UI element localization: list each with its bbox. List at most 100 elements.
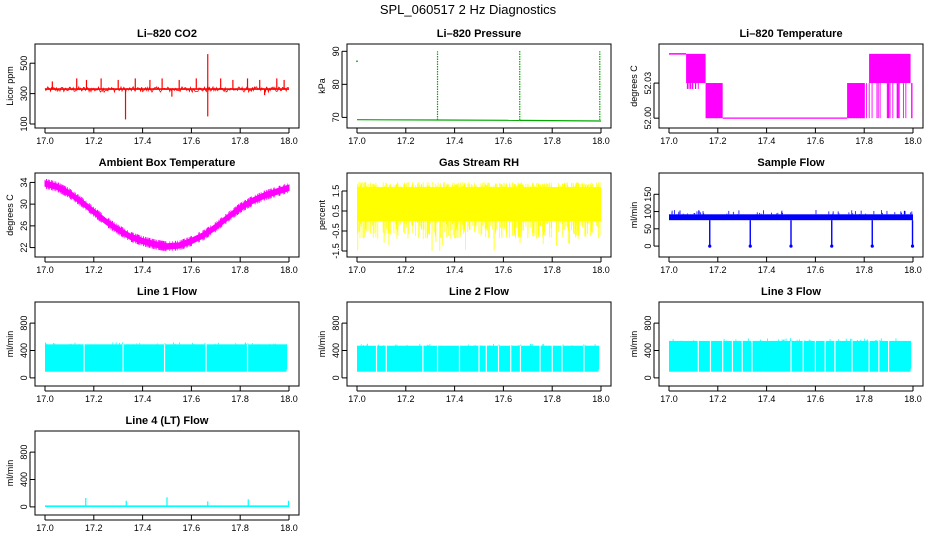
- x-tick-label: 18.0: [592, 136, 610, 146]
- data-point: [789, 244, 793, 248]
- x-tick-label: 17.4: [446, 394, 464, 404]
- y-tick-label: 300: [19, 86, 29, 101]
- series-band: [669, 214, 913, 221]
- y-axis-label: ml/min: [629, 202, 639, 229]
- plot-frame: [34, 172, 300, 258]
- plot-frame: [658, 172, 924, 258]
- x-tick-label: 17.8: [543, 136, 561, 146]
- series-band: [44, 180, 290, 250]
- y-tick-label: 400: [643, 343, 653, 358]
- data-series: [669, 338, 912, 372]
- x-tick-label: 18.0: [592, 394, 610, 404]
- y-axis-label: Licor ppm: [5, 66, 15, 106]
- series-band: [357, 345, 599, 372]
- x-tick-label: 17.8: [855, 394, 873, 404]
- x-tick-label: 17.2: [85, 523, 103, 533]
- x-tick-label: 17.4: [758, 394, 776, 404]
- plot-frame: [346, 301, 612, 387]
- y-tick-label: -0.5: [331, 223, 341, 239]
- y-tick-label: 34: [19, 177, 29, 187]
- series-line: [519, 119, 602, 122]
- y-axis-label: degrees C: [5, 194, 15, 236]
- data-mark: [847, 83, 865, 119]
- x-tick-label: 17.8: [231, 136, 249, 146]
- series-band: [45, 344, 287, 372]
- x-tick-label: 17.8: [543, 265, 561, 275]
- x-tick-label: 17.4: [134, 136, 152, 146]
- x-tick-label: 18.0: [904, 136, 922, 146]
- y-tick-label: 52.03: [643, 72, 653, 95]
- x-tick-label: 17.2: [397, 265, 415, 275]
- x-tick-label: 17.0: [348, 265, 366, 275]
- data-series: [356, 50, 602, 122]
- y-tick-label: 800: [19, 316, 29, 331]
- y-tick-label: 80: [331, 79, 341, 89]
- x-tick-label: 17.0: [348, 136, 366, 146]
- y-tick-label: 22: [19, 243, 29, 253]
- y-tick-label: 400: [19, 343, 29, 358]
- chart-panel-4: Ambient Box Temperature 17.0 17.2 17.4 17.6 1…: [5, 157, 300, 275]
- plot-frame: [346, 172, 612, 258]
- x-tick-label: 17.2: [397, 394, 415, 404]
- x-tick-label: 17.6: [495, 136, 513, 146]
- x-tick-label: 18.0: [280, 265, 298, 275]
- data-point: [748, 244, 752, 248]
- data-series: [357, 343, 600, 372]
- x-tick-label: 17.2: [397, 136, 415, 146]
- y-tick-label: 500: [19, 56, 29, 71]
- series-band: [669, 340, 911, 372]
- y-tick-label: 1.5: [331, 185, 341, 198]
- y-tick-label: 0: [19, 504, 29, 509]
- data-point: [356, 60, 358, 63]
- y-tick-label: 400: [19, 472, 29, 487]
- y-tick-label: 90: [331, 46, 341, 56]
- x-tick-label: 17.6: [807, 265, 825, 275]
- plot-frame: [34, 430, 300, 516]
- panel-title: Line 2 Flow: [449, 286, 509, 298]
- x-tick-label: 17.0: [36, 523, 54, 533]
- data-mark: [869, 53, 911, 84]
- x-tick-label: 17.0: [660, 136, 678, 146]
- data-point: [910, 244, 915, 248]
- x-tick-label: 17.0: [660, 394, 678, 404]
- plot-frame: [346, 43, 612, 129]
- y-axis-label: ml/min: [629, 331, 639, 358]
- y-tick-label: 150: [643, 187, 653, 202]
- x-tick-label: 17.2: [85, 265, 103, 275]
- x-tick-label: 17.6: [495, 265, 513, 275]
- x-tick-label: 17.0: [660, 265, 678, 275]
- x-tick-label: 17.0: [36, 394, 54, 404]
- x-tick-label: 17.4: [758, 265, 776, 275]
- x-tick-label: 17.8: [231, 265, 249, 275]
- x-tick-label: 17.4: [134, 394, 152, 404]
- x-tick-label: 17.2: [85, 136, 103, 146]
- data-series: [669, 209, 915, 248]
- data-series: [669, 53, 913, 119]
- chart-panel-5: Gas Stream RH 17.0 17.2 17.4 17.6 17.8 18.0 -1.…: [317, 157, 612, 275]
- x-tick-label: 17.6: [183, 265, 201, 275]
- x-tick-label: 17.6: [807, 394, 825, 404]
- y-tick-label: 100: [19, 116, 29, 131]
- y-axis-label: ml/min: [5, 331, 15, 358]
- x-tick-label: 18.0: [904, 265, 922, 275]
- y-axis-label: degrees C: [629, 65, 639, 107]
- panel-title: Sample Flow: [757, 157, 825, 169]
- x-tick-label: 17.4: [446, 265, 464, 275]
- chart-panel-6: Sample Flow 17.0 17.2 17.4 17.6 17.8 18.0 0 50 10…: [629, 157, 924, 275]
- data-series: [44, 178, 290, 252]
- x-tick-label: 17.4: [134, 523, 152, 533]
- chart-panel-9: Line 3 Flow 17.0 17.2 17.4 17.6 17.8 18.0 0 400 8…: [629, 286, 924, 404]
- panel-title: Gas Stream RH: [439, 157, 519, 169]
- x-tick-label: 17.8: [855, 265, 873, 275]
- x-tick-label: 17.8: [231, 523, 249, 533]
- y-tick-label: 0: [643, 244, 653, 249]
- y-tick-label: 400: [331, 343, 341, 358]
- y-tick-label: 0.5: [331, 205, 341, 218]
- x-tick-label: 17.0: [36, 136, 54, 146]
- x-tick-label: 17.8: [231, 394, 249, 404]
- chart-panel-1: Li–820 CO2 17.0 17.2 17.4 17.6 17.8 18.0 100 300…: [5, 28, 300, 146]
- y-tick-label: 0: [331, 375, 341, 380]
- x-tick-label: 17.4: [446, 136, 464, 146]
- data-series: [44, 54, 290, 120]
